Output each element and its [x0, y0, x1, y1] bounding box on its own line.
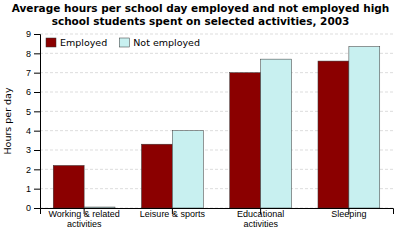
- y-tick-label: 6: [26, 87, 31, 97]
- y-tick-mark: [34, 208, 40, 209]
- y-tick: 0: [26, 203, 40, 213]
- grid-line: [40, 34, 393, 35]
- x-tick-label: Educationalactivities: [237, 209, 284, 229]
- legend-item: Employed: [46, 37, 107, 48]
- y-axis-title: Hours per day: [2, 87, 13, 155]
- y-tick: 1: [26, 184, 40, 194]
- y-tick-label: 8: [26, 49, 31, 59]
- y-tick-label: 9: [26, 29, 31, 39]
- y-tick: 2: [26, 165, 40, 175]
- y-tick-mark: [34, 111, 40, 112]
- bar: [349, 47, 380, 208]
- text-line: Sleeping: [331, 209, 366, 219]
- text-line: Educational: [237, 209, 284, 219]
- y-tick-label: 3: [26, 145, 31, 155]
- y-tick: 4: [26, 126, 40, 136]
- legend-swatch: [46, 38, 56, 47]
- y-tick-label: 7: [26, 68, 31, 78]
- y-tick: 7: [26, 68, 40, 78]
- text-line: Average hours per school day employed an…: [12, 2, 390, 14]
- legend-swatch: [119, 38, 129, 47]
- legend-label: Not employed: [133, 37, 200, 48]
- y-tick: 6: [26, 87, 40, 97]
- y-tick-label: 4: [26, 126, 31, 136]
- bar: [230, 73, 261, 208]
- y-tick-label: 0: [26, 203, 31, 213]
- x-tick: Leisure & sports: [140, 208, 206, 219]
- y-tick-mark: [34, 34, 40, 35]
- y-tick-mark: [34, 169, 40, 170]
- y-tick: 8: [26, 49, 40, 59]
- grid: [40, 34, 393, 208]
- legend: Employed Not employed: [46, 37, 200, 48]
- bar: [172, 131, 203, 208]
- y-tick-mark: [34, 53, 40, 54]
- legend-label: Employed: [60, 37, 107, 48]
- y-tick-mark: [34, 92, 40, 93]
- bars: [53, 47, 380, 208]
- y-tick-mark: [34, 150, 40, 151]
- bar: [53, 165, 84, 208]
- x-tick-label: Working & relatedactivities: [48, 209, 119, 229]
- text-line: school students spent on selected activi…: [52, 15, 350, 27]
- chart-container: Average hours per school day employed an…: [0, 0, 401, 238]
- text-line: Working & related: [48, 209, 119, 219]
- x-tick: Educationalactivities: [237, 208, 284, 229]
- y-tick-label: 2: [26, 165, 31, 175]
- chart-svg: Average hours per school day employed an…: [0, 0, 401, 238]
- y-axis: 0 1 2 3 4 5 6 7 8 9: [26, 29, 41, 213]
- y-tick-mark: [34, 131, 40, 132]
- bar: [261, 59, 292, 208]
- x-tick-label: Leisure & sports: [140, 209, 206, 219]
- y-axis-line: [34, 35, 41, 209]
- y-tick: 5: [26, 107, 40, 117]
- y-tick-label: 5: [26, 107, 31, 117]
- y-tick-mark: [34, 189, 40, 190]
- bar: [141, 144, 172, 208]
- bar-series: [84, 47, 380, 208]
- bar-series: [53, 61, 349, 208]
- bar: [84, 207, 115, 208]
- grid-line: [40, 53, 393, 54]
- text-line: activities: [67, 219, 102, 229]
- y-tick-mark: [34, 73, 40, 74]
- x-tick: Sleeping: [331, 208, 366, 219]
- x-tick: Working & relatedactivities: [48, 208, 119, 229]
- legend-item: Not employed: [119, 37, 200, 48]
- bar: [318, 61, 349, 208]
- y-tick: 3: [26, 145, 40, 155]
- plot-area: 0123456789Working & relatedactivitiesLei…: [26, 29, 394, 229]
- y-tick: 9: [26, 29, 40, 39]
- x-tick-label: Sleeping: [331, 209, 366, 219]
- text-line: Leisure & sports: [140, 209, 206, 219]
- y-tick-label: 1: [26, 184, 31, 194]
- x-axis: Working & relatedactivitiesLeisure & spo…: [41, 208, 394, 229]
- chart-title: Average hours per school day employed an…: [12, 2, 390, 27]
- text-line: activities: [243, 219, 278, 229]
